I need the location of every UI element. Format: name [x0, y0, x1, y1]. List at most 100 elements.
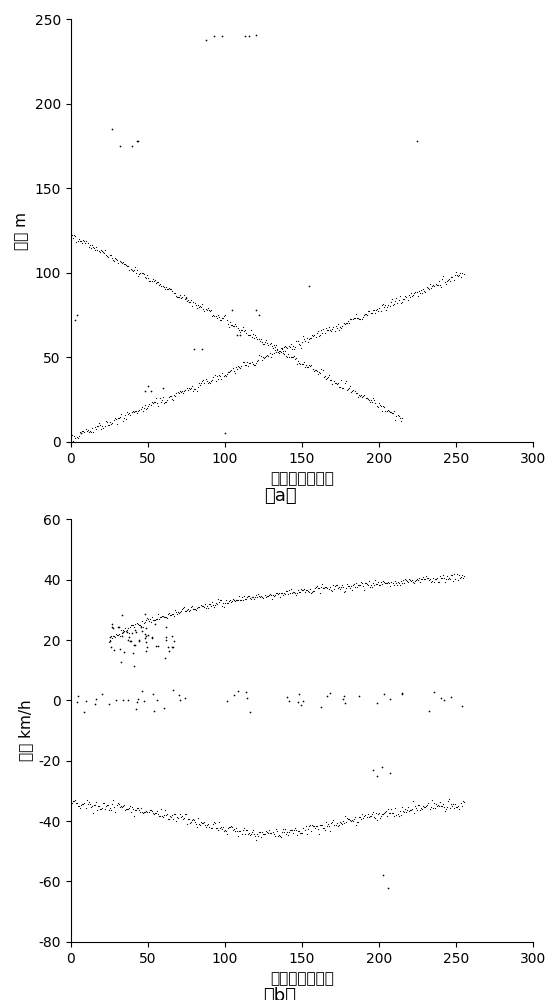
Point	[124, 629, 133, 645]
Point	[232, 318, 241, 334]
Point	[219, 310, 228, 326]
Point	[209, 599, 218, 615]
Point	[306, 581, 315, 597]
Point	[102, 798, 111, 814]
Point	[250, 828, 259, 844]
Point	[363, 577, 372, 593]
Point	[267, 346, 276, 362]
Point	[389, 805, 398, 821]
Point	[116, 628, 125, 644]
Point	[143, 267, 152, 283]
Point	[160, 395, 169, 411]
Point	[282, 348, 291, 364]
Point	[226, 594, 235, 610]
Point	[425, 801, 434, 817]
Point	[132, 624, 141, 640]
Point	[127, 262, 136, 278]
Point	[338, 579, 347, 595]
Point	[276, 585, 285, 601]
Point	[251, 327, 260, 343]
Point	[347, 311, 356, 327]
Point	[296, 356, 305, 372]
Point	[342, 814, 351, 830]
Point	[218, 310, 227, 326]
Point	[399, 575, 408, 591]
Point	[393, 295, 402, 311]
Point	[241, 684, 250, 700]
Point	[162, 610, 171, 626]
Point	[153, 806, 162, 822]
Point	[310, 583, 319, 599]
Point	[207, 820, 216, 836]
Point	[269, 588, 278, 604]
Point	[193, 297, 202, 313]
Point	[333, 320, 342, 336]
Point	[100, 245, 109, 261]
Point	[391, 575, 400, 591]
Point	[225, 314, 234, 330]
Point	[309, 328, 318, 344]
Point	[142, 610, 151, 626]
Point	[266, 335, 275, 351]
Point	[98, 686, 107, 702]
Point	[229, 363, 238, 379]
Point	[118, 254, 127, 270]
Point	[186, 380, 195, 396]
Point	[358, 389, 367, 405]
Point	[155, 609, 164, 625]
Point	[354, 814, 363, 830]
Point	[392, 807, 401, 823]
Point	[258, 349, 267, 365]
Point	[458, 793, 467, 809]
Point	[389, 297, 398, 313]
Point	[264, 587, 273, 603]
Point	[336, 579, 345, 595]
Point	[390, 296, 399, 312]
Point	[356, 809, 365, 825]
Point	[449, 272, 458, 288]
Point	[84, 239, 93, 255]
Point	[91, 242, 100, 258]
Point	[318, 325, 326, 341]
Point	[300, 581, 309, 597]
Point	[298, 693, 307, 709]
Point	[346, 580, 354, 596]
Point	[109, 642, 118, 658]
Point	[213, 371, 222, 387]
Point	[295, 686, 304, 702]
Point	[242, 354, 251, 370]
Point	[336, 815, 345, 831]
Point	[349, 813, 358, 829]
Point	[105, 247, 114, 263]
Point	[414, 283, 423, 299]
Point	[239, 820, 248, 836]
Point	[328, 577, 337, 593]
Point	[153, 274, 162, 290]
Point	[253, 353, 262, 369]
Point	[143, 378, 152, 394]
Point	[176, 384, 185, 400]
Point	[240, 826, 249, 842]
Point	[139, 805, 148, 821]
Point	[211, 308, 220, 324]
Point	[132, 133, 141, 149]
Point	[169, 392, 178, 408]
Point	[68, 227, 77, 243]
Point	[302, 330, 311, 346]
Point	[270, 587, 279, 603]
Point	[286, 349, 295, 365]
Point	[377, 759, 386, 775]
Point	[190, 381, 199, 397]
Point	[188, 298, 197, 314]
Point	[426, 799, 435, 815]
Point	[100, 795, 109, 811]
Point	[321, 822, 330, 838]
Point	[112, 251, 121, 267]
Point	[363, 576, 372, 592]
Point	[281, 338, 290, 354]
Point	[364, 303, 373, 319]
Point	[195, 816, 204, 832]
Point	[300, 331, 309, 347]
Point	[244, 588, 253, 604]
Point	[225, 364, 234, 380]
